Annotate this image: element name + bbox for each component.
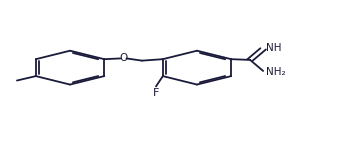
- Text: NH₂: NH₂: [266, 67, 285, 77]
- Text: NH: NH: [266, 43, 281, 53]
- Text: O: O: [119, 53, 127, 63]
- Text: F: F: [153, 88, 159, 98]
